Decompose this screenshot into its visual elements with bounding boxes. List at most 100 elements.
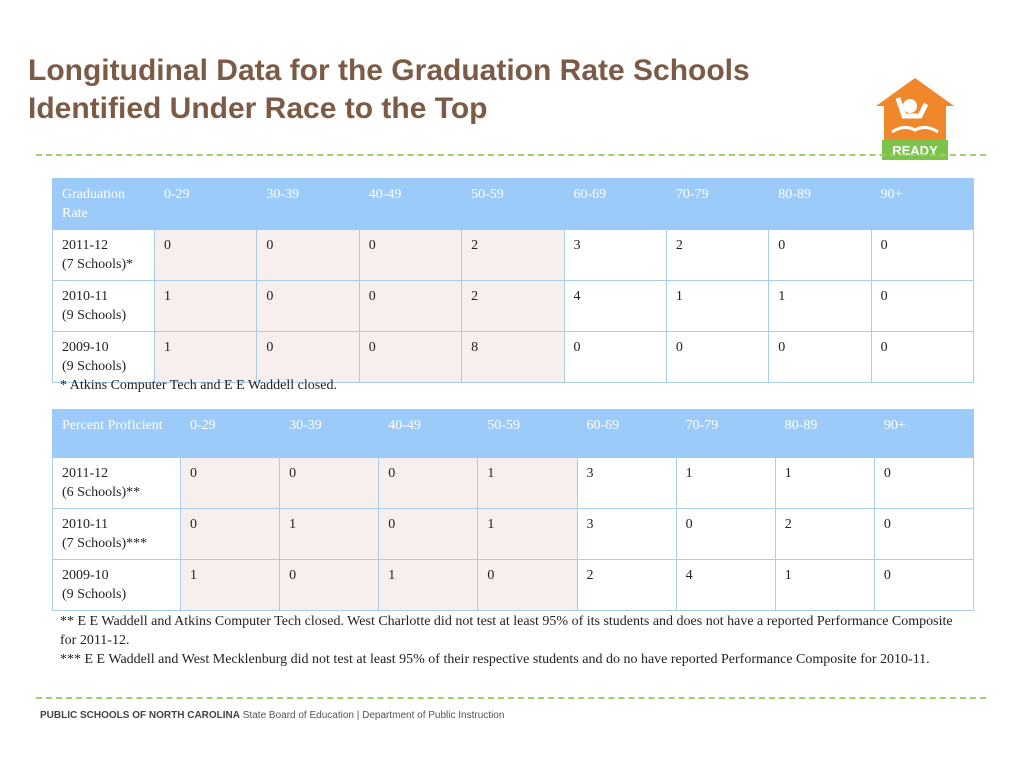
- cell: 1: [774, 457, 875, 509]
- footnote: * Atkins Computer Tech and E E Waddell c…: [60, 376, 960, 395]
- cell: 0: [378, 457, 479, 509]
- cell: 0: [477, 559, 578, 611]
- cell: 0: [870, 331, 975, 383]
- cell: 1: [768, 280, 872, 332]
- divider: [36, 697, 986, 699]
- cell: 2: [774, 508, 875, 560]
- title: Longitudinal Data for the Graduation Rat…: [28, 52, 750, 128]
- cell: 1: [179, 559, 281, 611]
- row-label-line: (9 Schools): [62, 587, 127, 602]
- cell: 0: [870, 280, 975, 332]
- header-cell: 0-29: [179, 409, 281, 458]
- cell: 8: [461, 331, 565, 383]
- cell: 0: [873, 559, 975, 611]
- cell: 0: [378, 508, 479, 560]
- cell: 1: [279, 508, 380, 560]
- header-cell: Graduation Rate: [52, 178, 155, 230]
- cell: 0: [768, 229, 872, 281]
- cell: 0: [873, 508, 975, 560]
- table-row: 2009-10 (9 Schools) 1 0 1 0 2 4 1 0: [52, 559, 975, 611]
- cell: 2: [461, 280, 565, 332]
- cell: 0: [358, 280, 463, 332]
- cell: 1: [477, 457, 578, 509]
- row-label-line: (7 Schools)***: [62, 536, 148, 551]
- cell: 0: [179, 457, 281, 509]
- table-row: 2009-10 (9 Schools) 1 0 0 8 0 0 0 0: [52, 331, 975, 383]
- header-cell: 30-39: [256, 178, 360, 230]
- row-label: 2011-12 (6 Schools)**: [52, 457, 181, 509]
- cell: 1: [665, 280, 770, 332]
- cell: 1: [378, 559, 479, 611]
- header-cell: 60-69: [576, 409, 677, 458]
- cell: 0: [358, 331, 463, 383]
- header-cell: 80-89: [774, 409, 875, 458]
- cell: 3: [563, 229, 667, 281]
- footer-org: PUBLIC SCHOOLS OF NORTH CAROLINA: [40, 710, 240, 721]
- cell: 0: [358, 229, 463, 281]
- cell: 4: [675, 559, 776, 611]
- row-label: 2009-10 (9 Schools): [52, 559, 181, 611]
- row-label-line: (6 Schools)**: [62, 485, 141, 500]
- cell: 1: [675, 457, 776, 509]
- header-cell: 50-59: [477, 409, 578, 458]
- cell: 1: [477, 508, 578, 560]
- title-line: Identified Under Race to the Top: [28, 92, 488, 125]
- cell: 0: [768, 331, 872, 383]
- title-line: Longitudinal Data for the Graduation Rat…: [28, 54, 750, 87]
- cell: 0: [563, 331, 667, 383]
- row-label: 2010-11 (9 Schools): [52, 280, 155, 332]
- data-table: Percent Proficient 0-29 30-39 40-49 50-59 60-…: [52, 409, 975, 611]
- cell: 4: [563, 280, 667, 332]
- footer-sub: State Board of Education | Department of…: [242, 710, 505, 721]
- cell: 2: [461, 229, 565, 281]
- cell: 0: [256, 229, 360, 281]
- cell: 0: [675, 508, 776, 560]
- row-label-line: 2011-12: [62, 466, 109, 481]
- cell: 0: [279, 457, 380, 509]
- header-cell: 70-79: [665, 178, 770, 230]
- table-row: 2011-12 (7 Schools)* 0 0 0 2 3 2 0 0: [52, 229, 975, 281]
- row-label-line: 2011-12: [62, 238, 109, 253]
- footnote: ** E E Waddell and Atkins Computer Tech …: [60, 612, 960, 669]
- cell: 0: [870, 229, 975, 281]
- table-row: 2010-11 (7 Schools)*** 0 1 0 1 3 0 2 0: [52, 508, 975, 560]
- row-label-line: (9 Schools): [62, 308, 127, 323]
- cell: 0: [153, 229, 258, 281]
- row-label-line: (9 Schools): [62, 359, 127, 374]
- cell: 0: [873, 457, 975, 509]
- row-label: 2009-10 (9 Schools): [52, 331, 155, 383]
- footnote-line: *** E E Waddell and West Mecklenburg did…: [60, 652, 930, 667]
- cell: 0: [279, 559, 380, 611]
- cell: 1: [774, 559, 875, 611]
- cell: 0: [665, 331, 770, 383]
- header-cell: 40-49: [378, 409, 479, 458]
- cell: 0: [256, 331, 360, 383]
- row-label-line: (7 Schools)*: [62, 257, 134, 272]
- row-label: 2011-12 (7 Schools)*: [52, 229, 155, 281]
- data-table: Graduation Rate 0-29 30-39 40-49 50-59 60-69 7…: [52, 178, 975, 383]
- header-cell: 80-89: [768, 178, 872, 230]
- cell: 1: [153, 280, 258, 332]
- cell: 0: [256, 280, 360, 332]
- header-cell: 60-69: [563, 178, 667, 230]
- header-cell: Percent Proficient: [52, 409, 181, 458]
- header-cell: 0-29: [153, 178, 258, 230]
- row-label-line: 2010-11: [62, 517, 109, 532]
- cell: 2: [665, 229, 770, 281]
- row-label-line: 2009-10: [62, 568, 109, 583]
- table-row: 2011-12 (6 Schools)** 0 0 0 1 3 1 1 0: [52, 457, 975, 509]
- header-cell: 90+: [870, 178, 975, 230]
- header-row: Graduation Rate 0-29 30-39 40-49 50-59 60-69 7…: [52, 178, 975, 230]
- cell: 0: [179, 508, 281, 560]
- header-cell: 70-79: [675, 409, 776, 458]
- footnote-line: ** E E Waddell and Atkins Computer Tech …: [60, 614, 953, 648]
- divider: [36, 154, 986, 156]
- row-label-line: 2010-11: [62, 289, 109, 304]
- footer: PUBLIC SCHOOLS OF NORTH CAROLINA State B…: [40, 710, 504, 721]
- footnote-line: * Atkins Computer Tech and E E Waddell c…: [60, 378, 337, 393]
- header-cell: 40-49: [358, 178, 463, 230]
- cell: 3: [576, 508, 677, 560]
- table-row: 2010-11 (9 Schools) 1 0 0 2 4 1 1 0: [52, 280, 975, 332]
- header-cell: 50-59: [461, 178, 565, 230]
